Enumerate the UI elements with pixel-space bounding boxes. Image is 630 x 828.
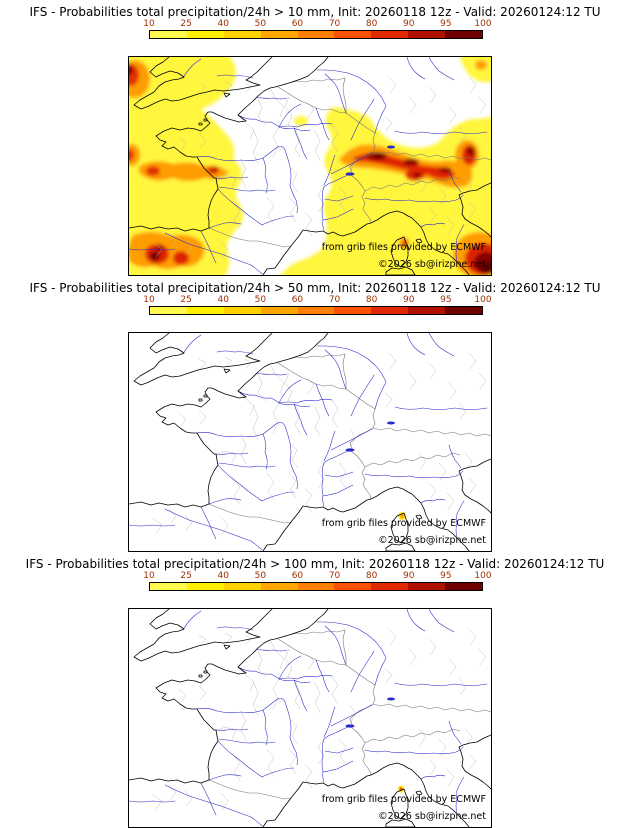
colorbar-tick-label: 60 xyxy=(291,295,304,305)
colorbar-tick-label: 90 xyxy=(403,571,415,581)
colorbar-tick-label: 70 xyxy=(328,19,341,29)
colorbar-segment xyxy=(186,307,224,314)
colorbar-segment xyxy=(260,307,298,314)
colorbar-segment xyxy=(297,31,335,38)
colorbar-segment xyxy=(260,31,298,38)
colorbar-tick-label: 100 xyxy=(474,19,492,29)
colorbar-segment xyxy=(150,31,187,38)
colorbar-tick-label: 10 xyxy=(143,19,155,29)
map-france-precip-gt-10mm: from grib files provided by ECMWF ©2026 … xyxy=(128,56,492,276)
colorbar-tick-label: 40 xyxy=(217,571,229,581)
colorbar-segment xyxy=(371,307,409,314)
map-france-precip-gt-50mm: from grib files provided by ECMWF ©2026 … xyxy=(128,332,492,552)
colorbar-segment xyxy=(186,583,224,590)
attribution-ecmwf: from grib files provided by ECMWF xyxy=(321,794,486,805)
colorbar-scale xyxy=(149,30,483,39)
colorbar-tick-label: 100 xyxy=(474,571,492,581)
colorbar-tick-label: 60 xyxy=(291,571,304,581)
colorbar-tick-label: 25 xyxy=(180,571,192,581)
colorbar-tick-label: 40 xyxy=(217,19,229,29)
probability-colorbar: 10 25 40 50 60 70 80 90 95 100 xyxy=(143,295,492,316)
colorbar-tick-label: 80 xyxy=(365,295,378,305)
colorbar-segment xyxy=(334,307,372,314)
colorbar-tick-label: 50 xyxy=(254,19,267,29)
colorbar-segment xyxy=(297,583,335,590)
colorbar-tick-label: 40 xyxy=(217,295,229,305)
colorbar-tick-label: 95 xyxy=(440,295,452,305)
colorbar-tick-label: 25 xyxy=(180,295,192,305)
attribution-copyright: ©2026 sb@irizpne.net xyxy=(378,811,486,822)
colorbar-segment xyxy=(223,307,261,314)
map-france-precip-gt-100mm: from grib files provided by ECMWF ©2026 … xyxy=(128,608,492,828)
colorbar-scale xyxy=(149,306,483,315)
colorbar-scale xyxy=(149,582,483,591)
colorbar-tick-label: 80 xyxy=(365,571,378,581)
colorbar-tick-label: 90 xyxy=(403,295,415,305)
panel-precip-gt-10mm: IFS - Probabilities total precipitation/… xyxy=(0,0,630,276)
colorbar-tick-label: 10 xyxy=(143,295,155,305)
colorbar-tick-label: 25 xyxy=(180,19,192,29)
colorbar-segment xyxy=(408,31,446,38)
colorbar-tick-label: 90 xyxy=(403,19,415,29)
colorbar-segment xyxy=(223,583,261,590)
panel-precip-gt-100mm: IFS - Probabilities total precipitation/… xyxy=(0,552,630,828)
colorbar-segment xyxy=(223,31,261,38)
colorbar-segment xyxy=(260,583,298,590)
page-title: IFS - Probabilities total precipitation/… xyxy=(29,281,601,295)
attribution-copyright: ©2026 sb@irizpne.net xyxy=(378,535,486,546)
colorbar-segment xyxy=(408,583,446,590)
panel-precip-gt-50mm: IFS - Probabilities total precipitation/… xyxy=(0,276,630,552)
colorbar-tick-label: 70 xyxy=(328,295,341,305)
colorbar-segment xyxy=(150,307,187,314)
colorbar-tick-label: 60 xyxy=(291,19,304,29)
colorbar-segment xyxy=(334,583,372,590)
colorbar-tick-label: 50 xyxy=(254,571,267,581)
colorbar-segment xyxy=(371,583,409,590)
colorbar-tick-label: 95 xyxy=(440,571,452,581)
page-title: IFS - Probabilities total precipitation/… xyxy=(29,5,601,19)
colorbar-segment xyxy=(445,307,483,314)
colorbar-segment xyxy=(445,31,483,38)
colorbar-segment xyxy=(445,583,483,590)
colorbar-tick-label: 100 xyxy=(474,295,492,305)
attribution-ecmwf: from grib files provided by ECMWF xyxy=(321,242,486,253)
page-title: IFS - Probabilities total precipitation/… xyxy=(25,557,605,571)
colorbar-tick-label: 70 xyxy=(328,571,341,581)
colorbar-segment xyxy=(371,31,409,38)
colorbar-segment xyxy=(186,31,224,38)
colorbar-segment xyxy=(150,583,187,590)
attribution-ecmwf: from grib files provided by ECMWF xyxy=(321,518,486,529)
probability-colorbar: 10 25 40 50 60 70 80 90 95 100 xyxy=(143,571,492,592)
attribution-copyright: ©2026 sb@irizpne.net xyxy=(378,259,486,270)
colorbar-tick-label: 95 xyxy=(440,19,452,29)
colorbar-tick-label: 80 xyxy=(365,19,378,29)
colorbar-tick-label: 50 xyxy=(254,295,267,305)
probability-colorbar: 10 25 40 50 60 70 80 90 95 100 xyxy=(143,19,492,40)
colorbar-segment xyxy=(408,307,446,314)
colorbar-segment xyxy=(297,307,335,314)
colorbar-segment xyxy=(334,31,372,38)
colorbar-tick-label: 10 xyxy=(143,571,155,581)
